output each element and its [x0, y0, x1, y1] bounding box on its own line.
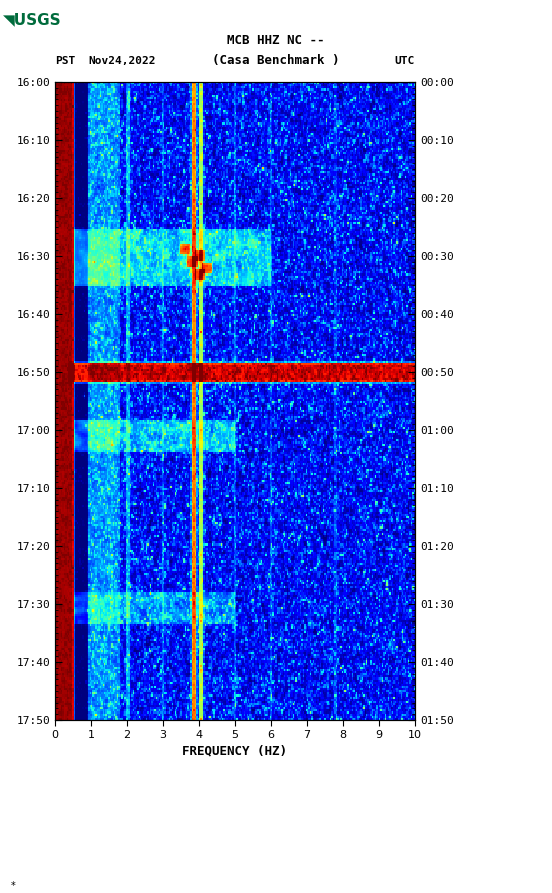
Text: MCB HHZ NC --: MCB HHZ NC -- — [227, 34, 325, 46]
Text: PST: PST — [55, 55, 75, 66]
X-axis label: FREQUENCY (HZ): FREQUENCY (HZ) — [183, 745, 288, 757]
Text: ◥USGS: ◥USGS — [3, 12, 61, 27]
Text: *: * — [11, 880, 16, 890]
Text: (Casa Benchmark ): (Casa Benchmark ) — [213, 54, 339, 67]
Text: UTC: UTC — [395, 55, 415, 66]
Text: Nov24,2022: Nov24,2022 — [88, 55, 156, 66]
